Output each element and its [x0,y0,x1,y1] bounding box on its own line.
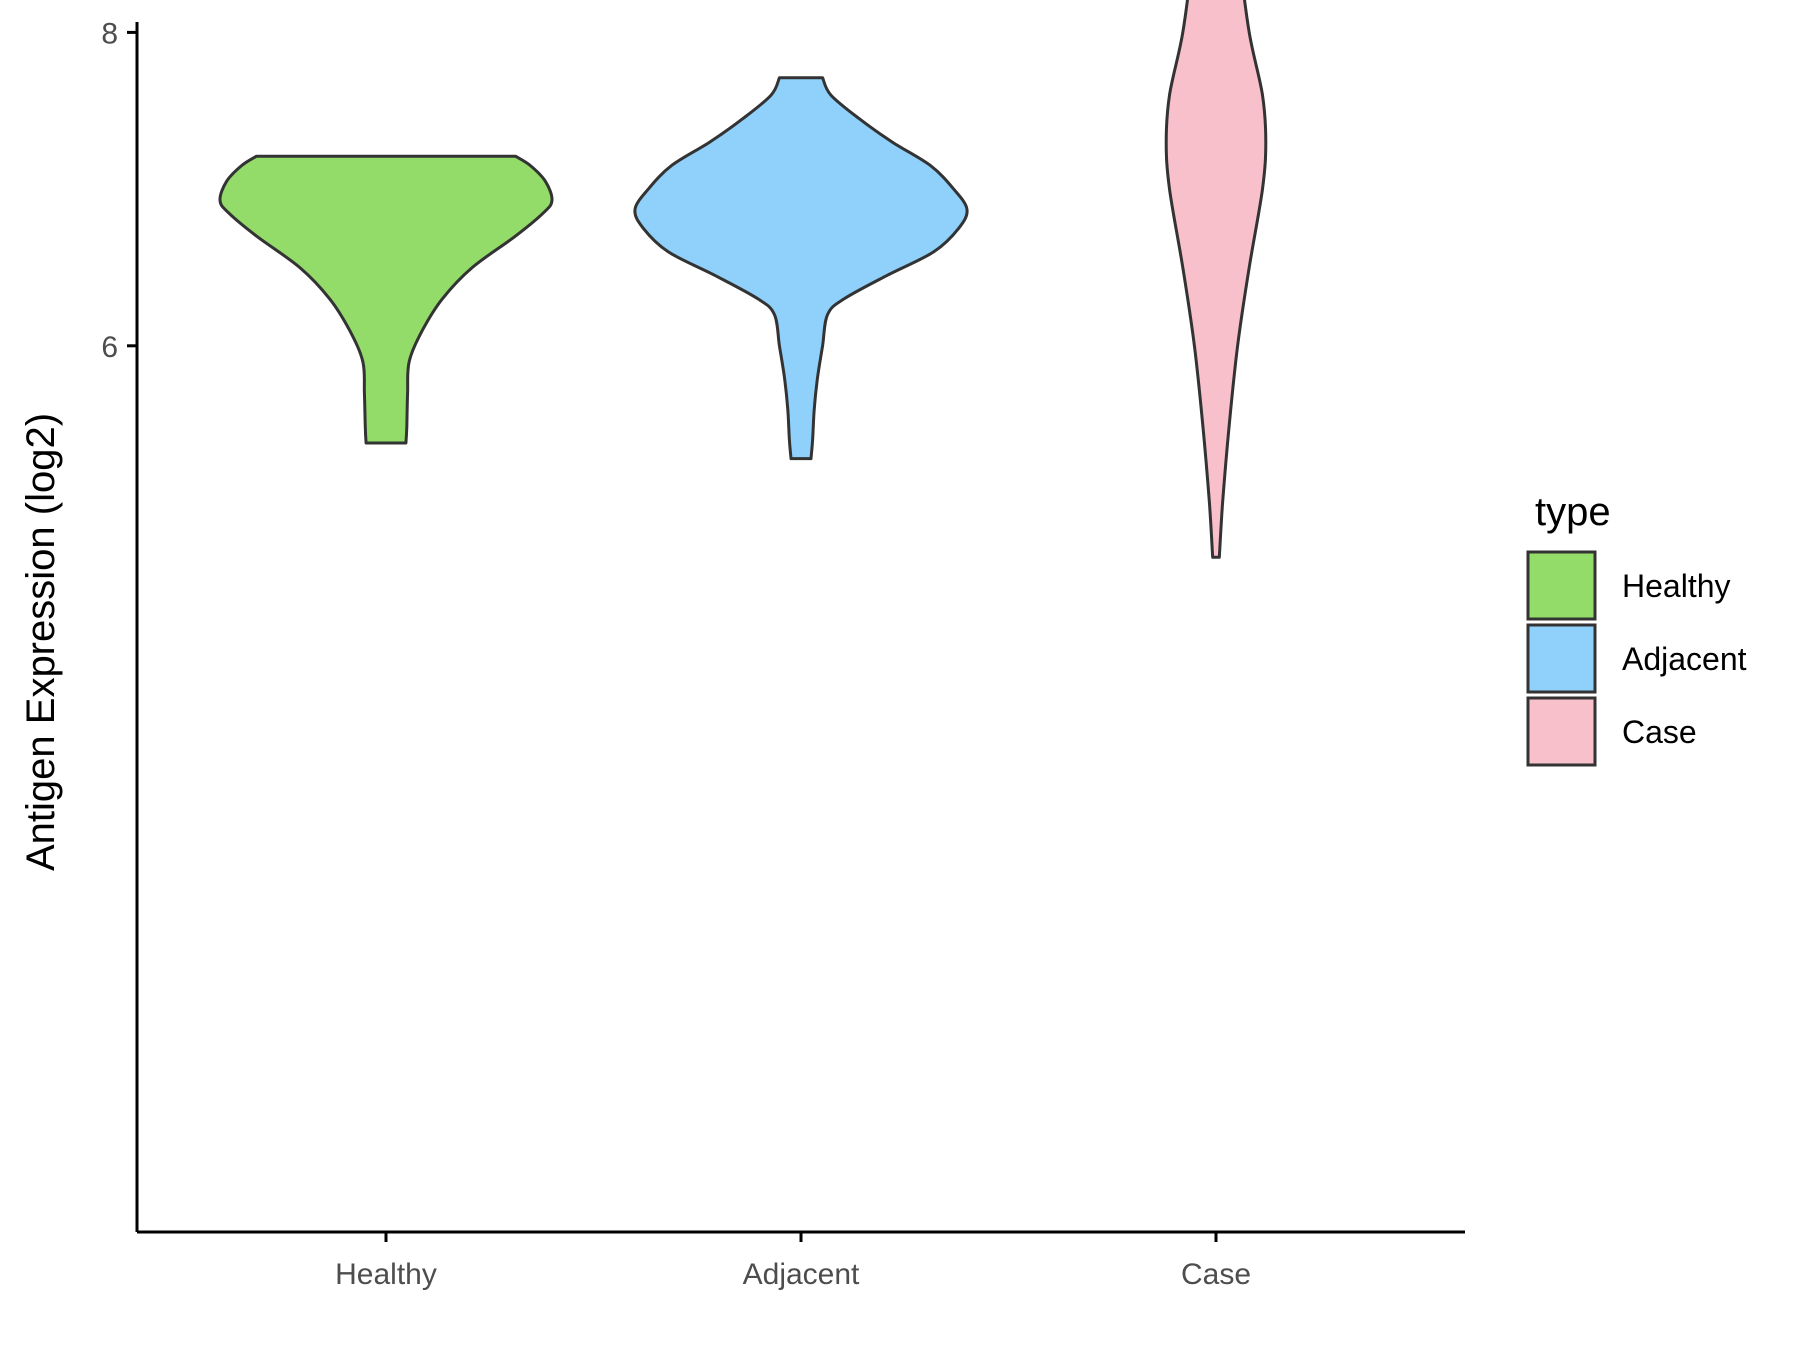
violin-case [1164,0,1268,559]
legend-label-adjacent: Adjacent [1622,641,1747,677]
y-axis-title: Antigen Expression (log2) [19,413,63,871]
legend-swatch-adjacent [1526,623,1597,694]
legend-title: type [1535,490,1611,534]
violin-adjacent [633,76,969,461]
x-tick-label: Healthy [335,1258,437,1291]
legend-label-healthy: Healthy [1622,568,1731,604]
legend-label-case: Case [1622,714,1697,750]
x-tick-label: Case [1181,1258,1251,1291]
legend: type Healthy Adjacent Case [1526,490,1747,767]
y-ticks: 681012 [101,17,137,364]
y-tick-label: 8 [101,17,118,50]
violin-healthy [218,154,554,445]
legend-swatch-case [1526,696,1597,767]
legend-swatch-healthy [1526,550,1597,621]
violin-layer [218,0,1268,559]
y-tick-label: 6 [101,331,118,364]
x-ticks: Healthy Adjacent Case [335,1232,1251,1291]
x-tick-label: Adjacent [743,1258,860,1291]
legend-items: Healthy Adjacent Case [1526,550,1747,767]
